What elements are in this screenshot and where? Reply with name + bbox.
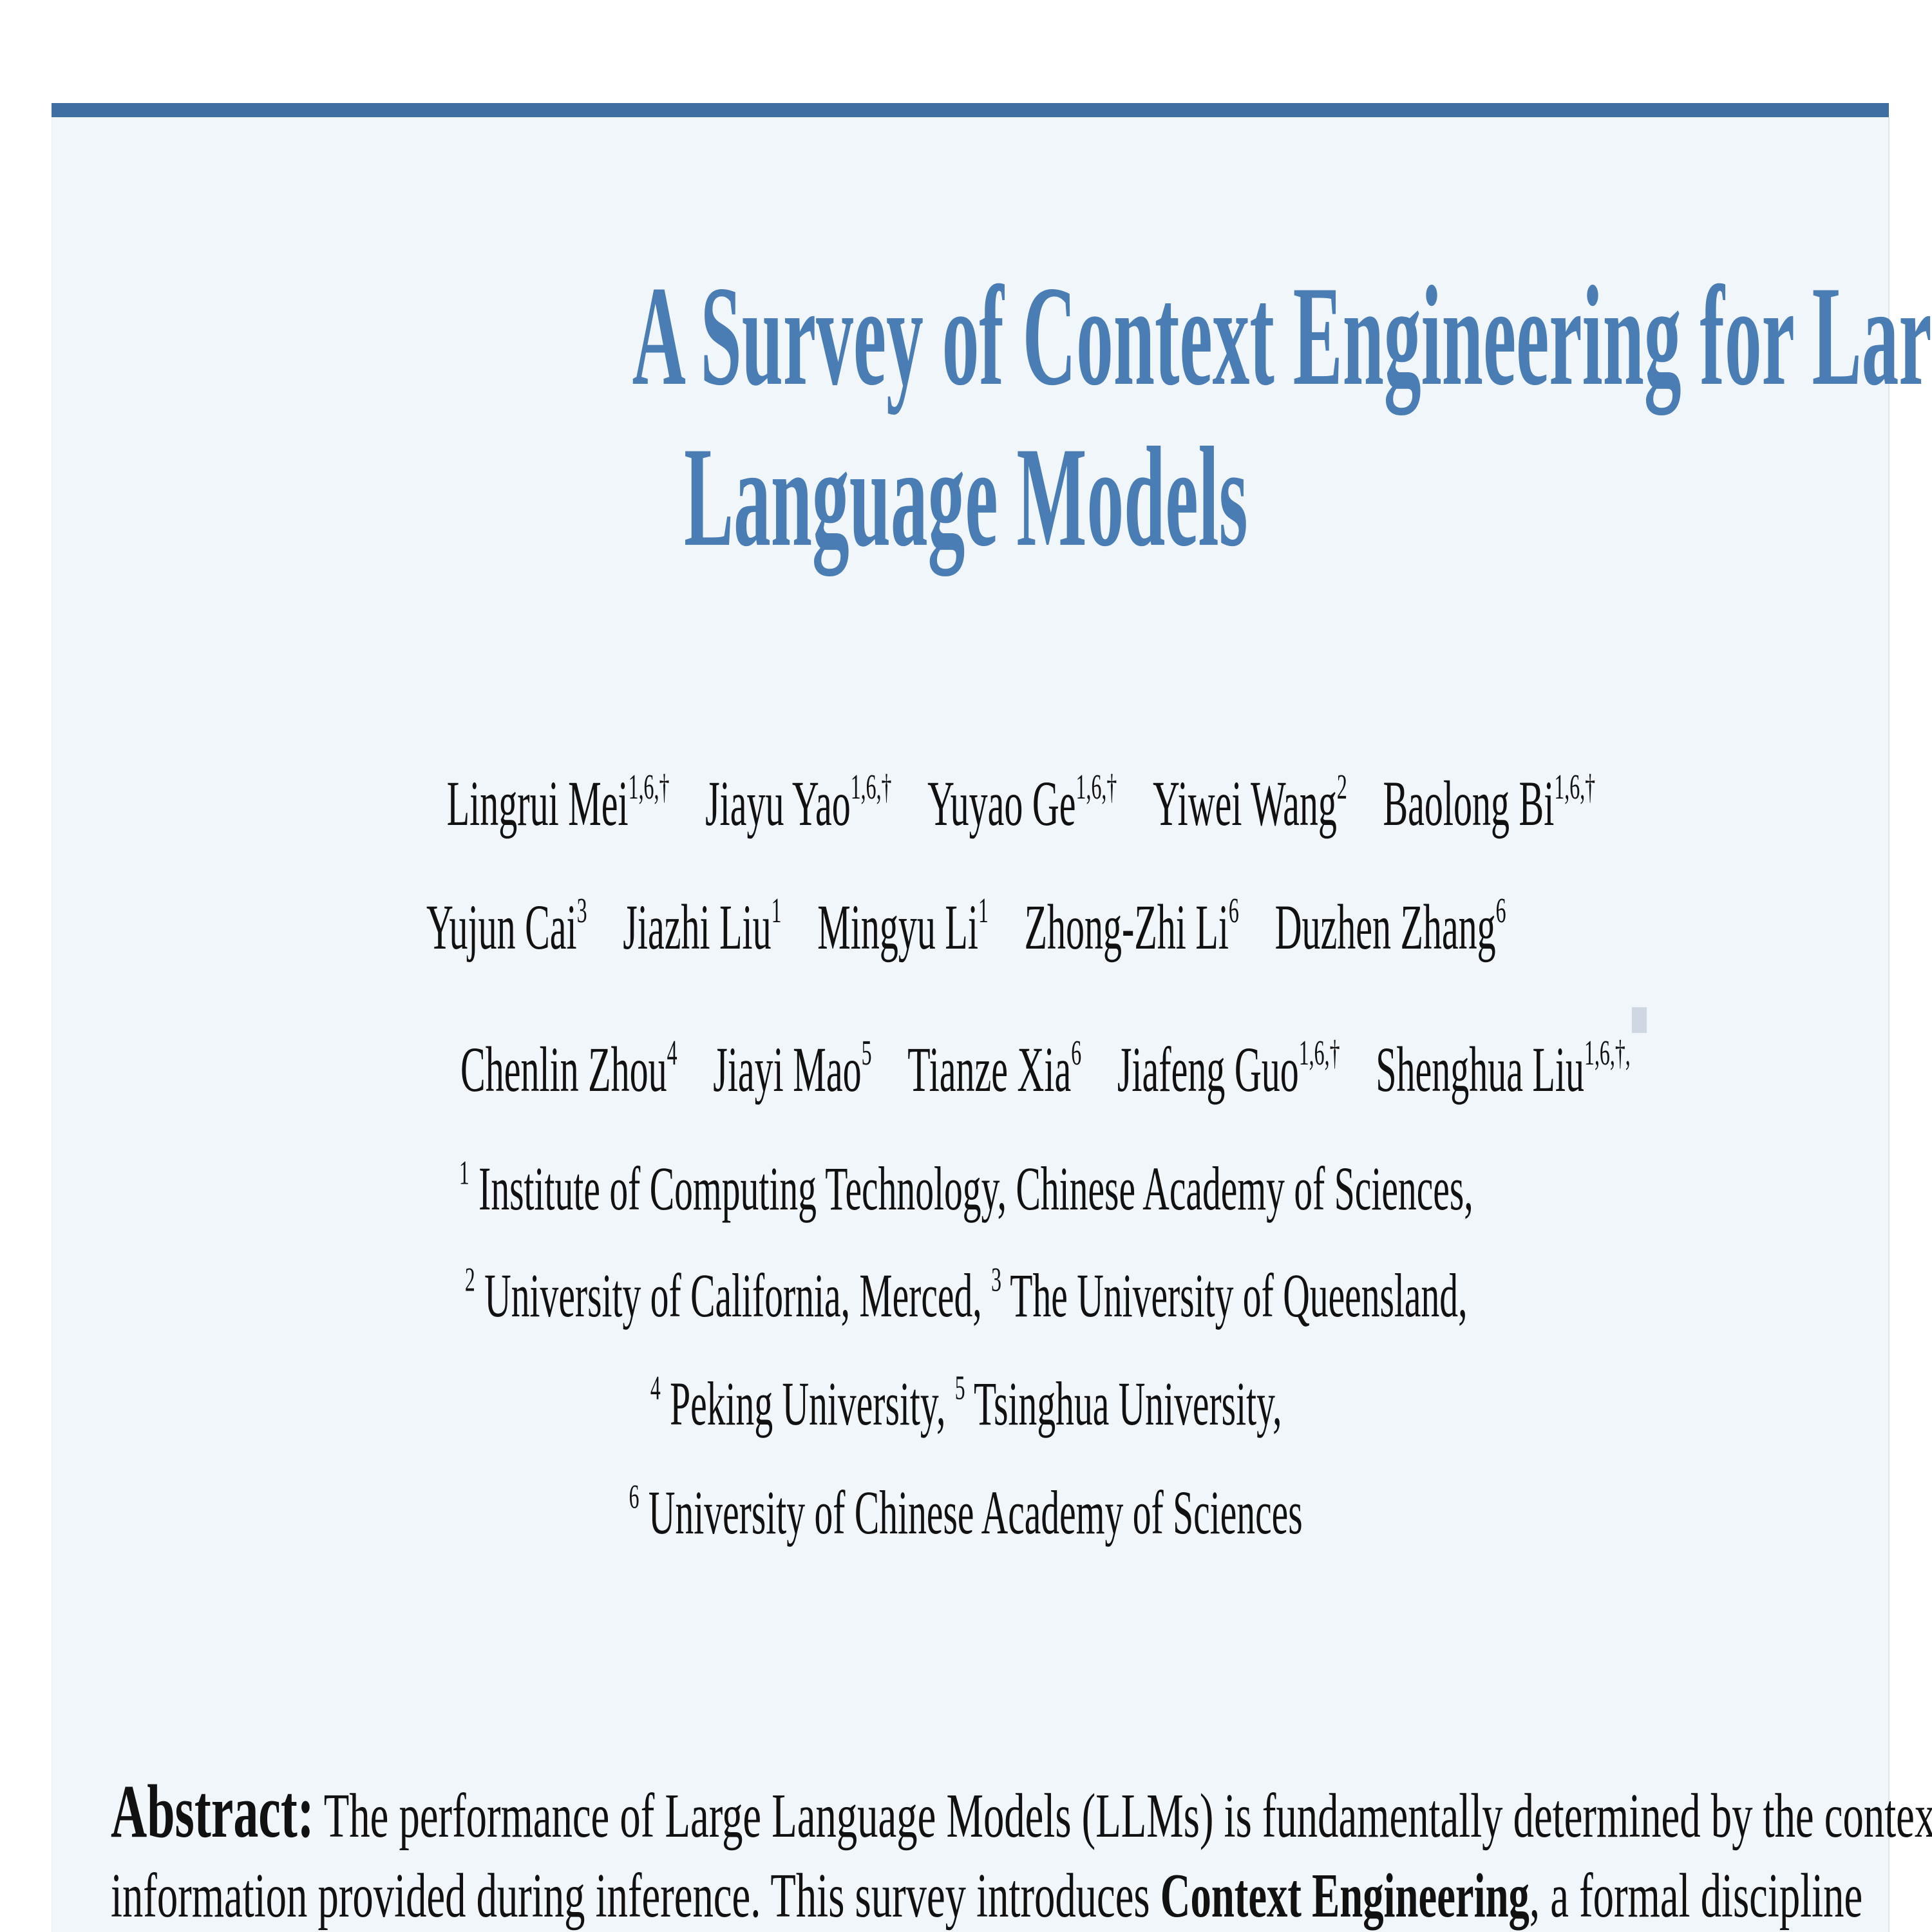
author: Jiayu Yao1,6,† <box>705 768 891 839</box>
author-row-2: Yujun Cai3 Jiazhi Liu1 Mingyu Li1 Zhong-Zhi… <box>0 890 1932 964</box>
author-name: Shenghua Liu <box>1376 1034 1584 1105</box>
author: Mingyu Li1 <box>817 891 989 963</box>
author-name: Zhong-Zhi Li <box>1024 891 1229 963</box>
row2-names: Yujun Cai3 Jiazhi Liu1 Mingyu Li1 Zhong-Zhi… <box>408 890 1524 964</box>
paper-title-line-1: A Survey of Context Engineering for Larg… <box>0 254 1932 419</box>
envelope-icon[interactable] <box>1632 1007 1647 1033</box>
author: Jiafeng Guo1,6,† <box>1117 1034 1340 1105</box>
author: Shenghua Liu1,6,†, <box>1376 1007 1647 1105</box>
affiliation-line-1: 1 Institute of Computing Technology, Chi… <box>0 1153 1932 1224</box>
affiliation-text: University of Chinese Academy of Science… <box>649 1478 1303 1547</box>
author-affiliation-marks: 6 <box>1495 890 1506 930</box>
author-affiliation-marks: 1,6,† <box>1298 1032 1340 1072</box>
author-affiliation-marks: 6 <box>1228 890 1239 930</box>
author: Lingrui Mei1,6,† <box>447 768 670 839</box>
author-affiliation-marks: 1 <box>771 890 782 930</box>
abstract-text: The performance of Large Language Models… <box>323 1781 1932 1851</box>
author-name: Yiwei Wang <box>1152 768 1337 839</box>
abstract-label: Abstract: <box>111 1769 314 1853</box>
affiliation-number: 1 <box>459 1154 469 1192</box>
author-affiliation-marks: 1,6,†, <box>1584 1032 1631 1072</box>
author-row-3: Chenlin Zhou4 Jiayi Mao5 Tianze Xia6 Jiafen… <box>0 1007 1932 1106</box>
author-affiliation-marks: 1,6,† <box>1075 766 1117 806</box>
author: Tianze Xia6 <box>907 1034 1081 1105</box>
row3-names: Chenlin Zhou4 Jiayi Mao5 Tianze Xia6 Jiafen… <box>442 1007 1665 1106</box>
author-name: Chenlin Zhou <box>460 1034 667 1105</box>
affiliation-text: Peking University, <box>669 1369 946 1438</box>
abstract-text: , a formal discipline <box>1529 1861 1863 1931</box>
abstract-line-2: information provided during inference. T… <box>111 1860 1862 1932</box>
abstract-text: information provided during inference. T… <box>111 1861 1150 1931</box>
header-accent-bar <box>52 103 1889 117</box>
author: Yiwei Wang2 <box>1153 768 1347 839</box>
affiliation-number: 4 <box>650 1369 661 1407</box>
title-text-1: A Survey of Context Engineering for Larg… <box>632 257 1932 415</box>
author-affiliation-marks: 3 <box>576 890 587 930</box>
author-affiliation-marks: 1,6,† <box>850 766 892 806</box>
author-name: Lingrui Mei <box>446 768 629 839</box>
author-affiliation-marks: 1,6,† <box>628 766 670 806</box>
affiliation-text: Tsinghua University, <box>973 1369 1282 1438</box>
title-text-2: Language Models <box>684 418 1248 576</box>
author-name: Yujun Cai <box>426 891 577 963</box>
author-affiliation-marks: 1 <box>978 890 989 930</box>
author-name: Yuyao Ge <box>927 768 1076 839</box>
author: Baolong Bi1,6,† <box>1383 768 1595 839</box>
affiliation-line-2: 2 University of California, Merced, 3 Th… <box>0 1260 1932 1331</box>
author-name: Jiazhi Liu <box>622 891 772 963</box>
author: Duzhen Zhang6 <box>1274 891 1506 963</box>
author: Yujun Cai3 <box>426 891 587 963</box>
author-name: Duzhen Zhang <box>1274 891 1496 963</box>
author-name: Jiayu Yao <box>705 768 851 839</box>
affiliation-number: 5 <box>954 1369 965 1407</box>
author: Jiayi Mao5 <box>713 1034 871 1105</box>
author-name: Baolong Bi <box>1383 768 1555 839</box>
author-affiliation-marks: 4 <box>667 1032 677 1072</box>
author-affiliation-marks: 2 <box>1336 766 1347 806</box>
author: Chenlin Zhou4 <box>460 1034 677 1105</box>
title-panel <box>52 117 1889 1932</box>
affiliation-line-3: 4 Peking University, 5 Tsinghua Universi… <box>0 1368 1932 1439</box>
author-name: Jiayi Mao <box>713 1034 862 1105</box>
author-affiliation-marks: 5 <box>861 1032 872 1072</box>
affiliation-number: 2 <box>464 1261 475 1299</box>
author-affiliation-marks: 1,6,† <box>1554 766 1596 806</box>
author: Jiazhi Liu1 <box>623 891 781 963</box>
affiliation-text: Institute of Computing Technology, Chine… <box>478 1154 1473 1223</box>
author-name: Mingyu Li <box>817 891 978 963</box>
paper-title-line-2: Language Models <box>0 415 1932 580</box>
author: Zhong-Zhi Li6 <box>1024 891 1238 963</box>
author-affiliation-marks: 6 <box>1071 1032 1082 1072</box>
abstract-emphasis: Context Engineering <box>1160 1861 1530 1931</box>
author: Yuyao Ge1,6,† <box>927 768 1117 839</box>
author-row-1: Lingrui Mei1,6,† Jiayu Yao1,6,† Yuyao Ge1,… <box>0 766 1932 840</box>
affiliation-number: 6 <box>629 1478 639 1516</box>
affiliation-text: University of California, Merced, <box>484 1261 982 1330</box>
affiliation-text: The University of Queensland, <box>1010 1261 1468 1330</box>
abstract-line-1: Abstract: The performance of Large Langu… <box>111 1768 1932 1855</box>
affiliation-number: 3 <box>990 1261 1001 1299</box>
author-name: Jiafeng Guo <box>1117 1034 1299 1105</box>
affiliation-line-4: 6 University of Chinese Academy of Scien… <box>0 1477 1932 1548</box>
author-name: Tianze Xia <box>907 1034 1072 1105</box>
row1-names: Lingrui Mei1,6,† Jiayu Yao1,6,† Yuyao Ge1,… <box>429 766 1613 840</box>
